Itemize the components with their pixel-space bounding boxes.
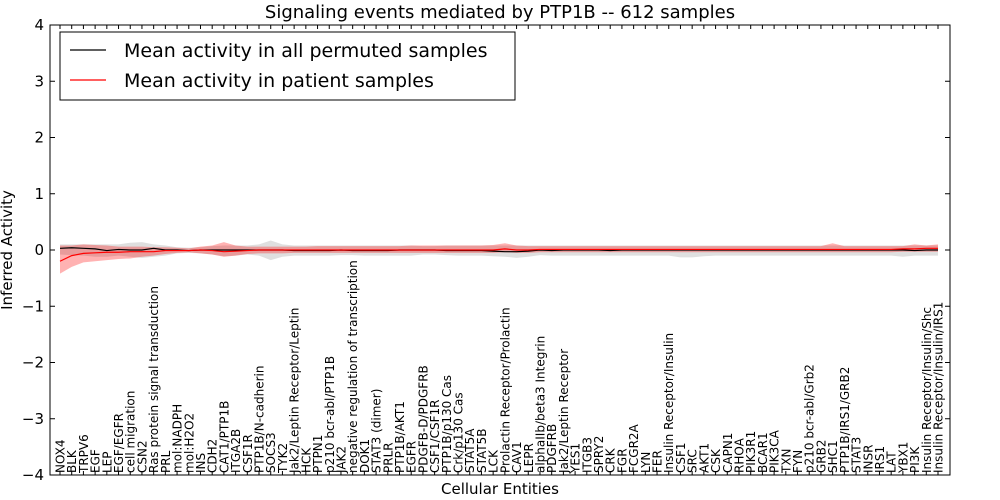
x-tick-label: STAT5B xyxy=(475,429,489,474)
x-tick-label: YBX1 xyxy=(896,442,910,474)
x-tick-label: SPRY2 xyxy=(592,436,606,473)
x-tick-label: PIK3CA xyxy=(768,429,782,473)
x-tick-label: LYN xyxy=(639,452,653,473)
x-tick-label: LAT xyxy=(885,451,899,473)
x-tick-label: NOX4 xyxy=(54,439,68,473)
x-tick-label: SHC1 xyxy=(826,440,840,473)
x-tick-label: CSF1 xyxy=(674,442,688,473)
x-tick-label: STAT5A xyxy=(463,428,477,473)
x-tick-label: LCK xyxy=(487,449,501,473)
x-tick-label: EGF xyxy=(89,449,103,473)
x-tick-label: ITGA2B xyxy=(229,429,243,473)
x-tick-label: FGR xyxy=(615,448,629,473)
legend-box xyxy=(59,31,516,101)
x-tick-label: Jak2/Leptin Receptor/Leptin xyxy=(288,308,302,474)
x-tick-label: Ras protein signal transduction xyxy=(147,286,161,473)
y-tick-label: −4 xyxy=(22,466,44,484)
x-tick-label: mol:H2O2 xyxy=(182,413,196,473)
band-series-0 xyxy=(60,240,938,261)
chart-title: Signaling events mediated by PTP1B -- 61… xyxy=(265,2,735,23)
x-tick-label: RHOA xyxy=(732,437,746,473)
legend-label-permuted: Mean activity in all permuted samples xyxy=(124,40,487,62)
x-tick-label: DOK1 xyxy=(358,439,372,473)
x-tick-label: SRC xyxy=(686,449,700,473)
x-tick-label: TRPV6 xyxy=(77,434,91,474)
x-tick-label: CAV1 xyxy=(510,441,524,473)
x-tick-label: STAT3 xyxy=(850,437,864,473)
y-tick-label: −2 xyxy=(22,354,44,372)
x-tick-label: YES1 xyxy=(569,443,583,474)
x-tick-label: EGF/EGFR xyxy=(112,413,126,473)
x-tick-label: cell migration xyxy=(124,391,138,473)
legend-label-patient: Mean activity in patient samples xyxy=(124,70,434,92)
x-tick-label: HCK xyxy=(299,447,313,473)
x-tick-label: CSK xyxy=(709,448,723,473)
x-tick-label: STAT3 (dimer) xyxy=(370,389,384,473)
x-axis-label: Cellular Entities xyxy=(441,480,559,498)
plot-area xyxy=(49,24,951,476)
x-tick-label: p210 bcr-abl/Grb2 xyxy=(803,364,817,473)
x-tick-label: alphaIIb/beta3 Integrin xyxy=(533,336,547,473)
x-tick-label: Prolactin Receptor/Prolactin xyxy=(498,307,512,473)
x-tick-label: Crk/p130 Cas xyxy=(452,392,466,473)
y-axis-label: Inferred Activity xyxy=(0,190,16,310)
y-tick-label: 0 xyxy=(34,241,44,259)
x-tick-label: IRS1 xyxy=(873,446,887,473)
x-tick-label: AKT1 xyxy=(697,443,711,473)
x-tick-label: CSF1/CSF1R xyxy=(428,400,442,473)
x-tick-label: Jak2/Leptin Receptor xyxy=(557,349,571,474)
x-tick-label: TYK2 xyxy=(276,443,290,474)
x-tick-label: FYN xyxy=(791,450,805,473)
x-tick-label: PI3K xyxy=(908,446,922,473)
x-tick-label: PRLR xyxy=(381,442,395,473)
y-tick-label: 1 xyxy=(34,185,44,203)
x-tick-label: CRK xyxy=(604,447,618,473)
x-tick-label: FER xyxy=(651,450,665,473)
x-tick-label: PTP1B/IRS1/GRB2 xyxy=(838,367,852,473)
x-tick-label: LEPR xyxy=(522,443,536,473)
y-tick-label: 4 xyxy=(34,16,44,34)
x-tick-label: INSR xyxy=(861,445,875,473)
x-tick-label: CAPN1 xyxy=(721,433,735,473)
x-tick-label: BLK xyxy=(65,449,79,473)
x-tick-label: PTP1B/AKT1 xyxy=(393,401,407,473)
x-tick-label: GRB2 xyxy=(814,439,828,473)
x-tick-label: PDGFB-D/PDGFRB xyxy=(416,365,430,473)
x-tick-label: PRL xyxy=(159,450,173,473)
legend: Mean activity in all permuted samples Me… xyxy=(59,31,516,101)
x-tick-label: negative regulation of transcription xyxy=(346,260,360,473)
x-tick-label: JAK2 xyxy=(334,446,348,474)
x-tick-label: CAT1/PTP1B xyxy=(217,401,231,473)
x-tick-label: SOCS3 xyxy=(264,432,278,473)
x-tick-label: EGFR xyxy=(405,441,419,473)
x-tick-label: PTP1B/p130 Cas xyxy=(440,375,454,473)
x-tick-label: LEP xyxy=(100,451,114,473)
x-tick-label: PIK3R1 xyxy=(744,431,758,473)
x-tick-label: FCGR2A xyxy=(627,423,641,473)
x-tick-label: BCAR1 xyxy=(756,432,770,473)
x-tick-label: CDH2 xyxy=(206,439,220,473)
line-series-1 xyxy=(59,247,938,262)
x-tick-label: PDGFRB xyxy=(545,424,559,473)
x-tick-label: CSN2 xyxy=(135,440,149,473)
y-tick-label: 2 xyxy=(34,129,44,147)
x-tick-label: PTP1B/N-cadherin xyxy=(253,366,267,473)
y-tick-label: −3 xyxy=(22,410,44,428)
series-lines xyxy=(59,247,938,262)
x-tick-label: ITGB3 xyxy=(580,437,594,473)
x-tick-label: INS xyxy=(194,453,208,473)
x-tick-label: TXN xyxy=(779,448,793,474)
x-tick-label: PTPN1 xyxy=(311,435,325,473)
y-tick-label: 3 xyxy=(34,72,44,90)
y-axis: −4 −3 −2 −1 0 1 2 3 4 xyxy=(22,16,950,484)
x-tick-label: mol:NADPH xyxy=(171,404,185,473)
x-tick-label: Insulin Receptor/Insulin xyxy=(662,333,676,473)
x-tick-label: Insulin Receptor/Insulin/Shc xyxy=(920,307,934,473)
y-tick-label: −1 xyxy=(22,297,44,315)
x-tick-label: p210 bcr-abl/PTP1B xyxy=(323,356,337,473)
x-tick-label: Insulin Receptor/Insulin/IRS1 xyxy=(932,302,946,473)
x-tick-label: CSF1R xyxy=(241,434,255,473)
